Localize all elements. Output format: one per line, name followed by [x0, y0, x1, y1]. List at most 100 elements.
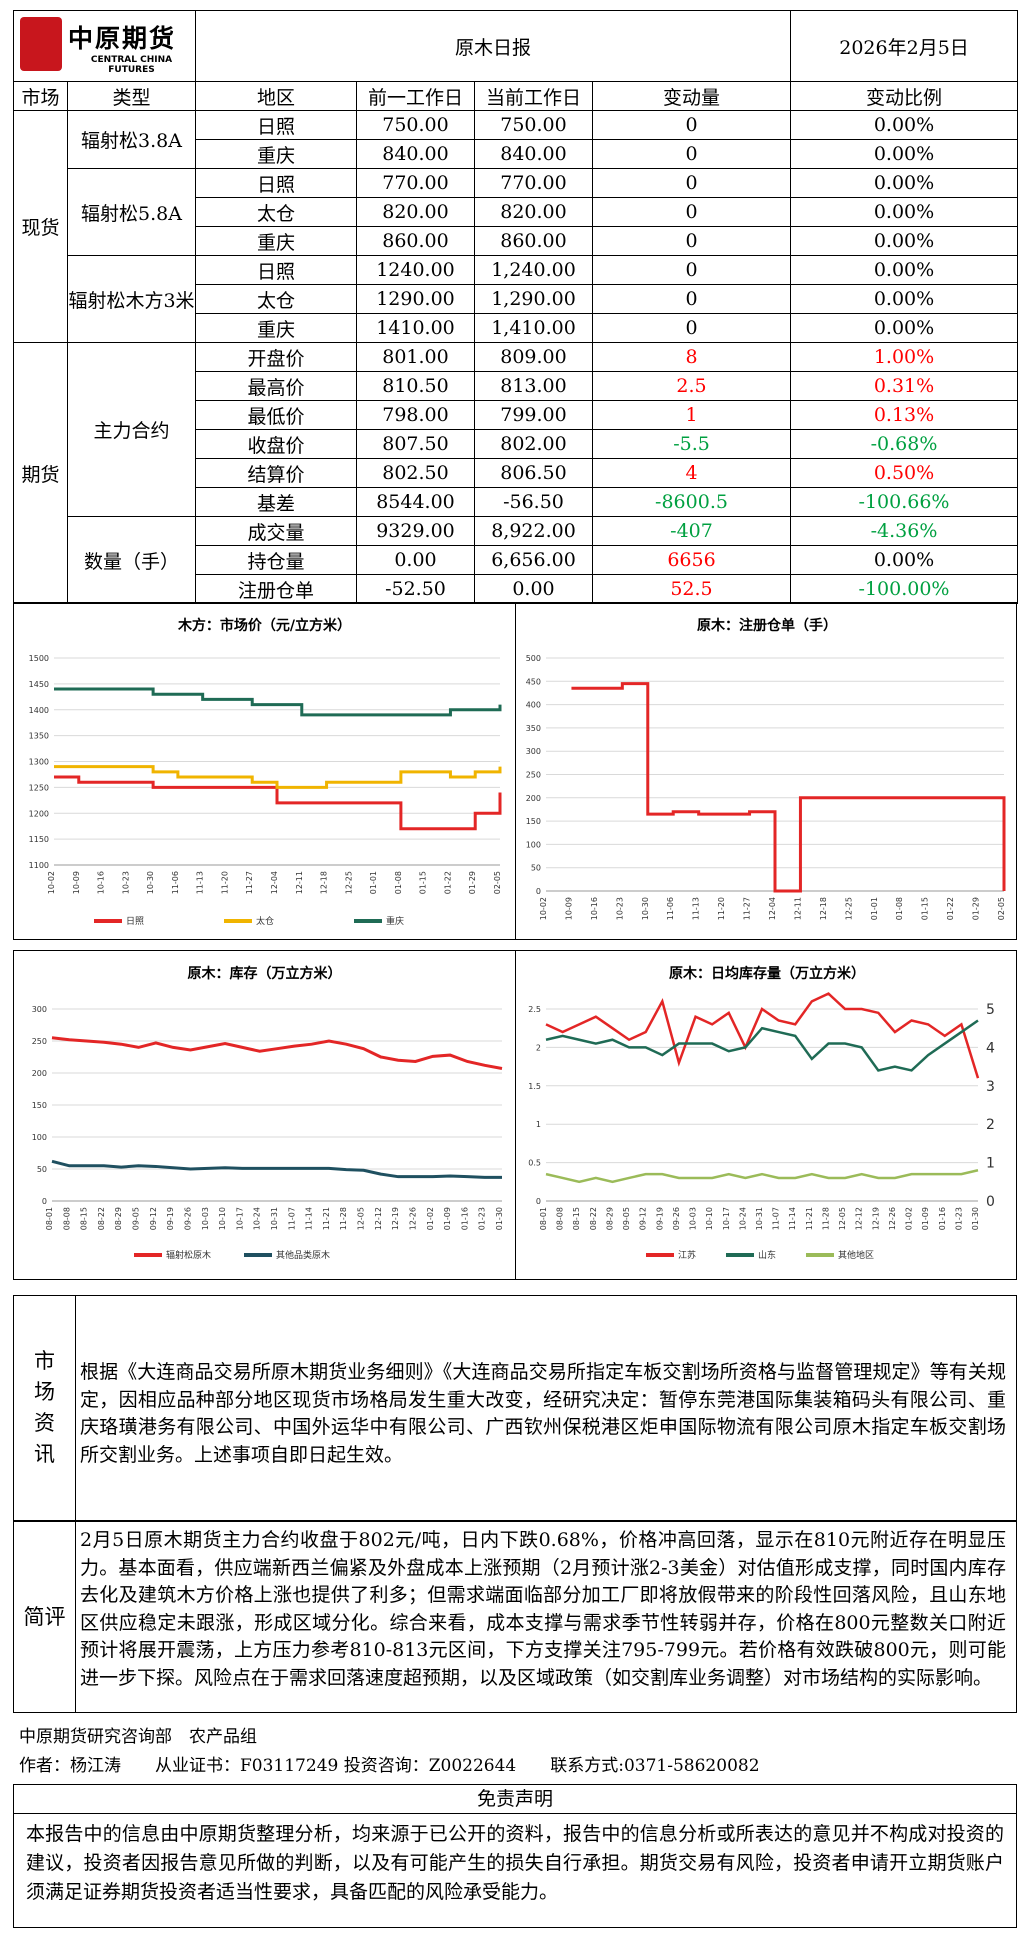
pct-cell: 0.00% [790, 168, 1019, 198]
x-tick-label: 09-05 [622, 1207, 631, 1230]
y-tick-label: 200 [526, 794, 541, 803]
x-tick-label: 02-05 [997, 897, 1006, 920]
prev-cell: 807.50 [356, 429, 475, 459]
legend-label: 江苏 [678, 1249, 696, 1261]
chg-cell: 52.5 [591, 574, 792, 604]
chg-cell: 0 [591, 139, 792, 169]
column-header: 类型 [67, 81, 196, 111]
prev-cell: 1290.00 [356, 284, 475, 314]
pct-cell: -0.68% [790, 429, 1019, 459]
type-cell: 数量（手） [67, 516, 196, 604]
chart-inventory: 原木：库存（万立方米） 0 50 100 150 200 250 300 08-01 08-08… [14, 951, 516, 1279]
region-cell: 最高价 [195, 371, 357, 401]
column-header: 变动量 [591, 81, 792, 111]
region-cell: 日照 [195, 110, 357, 140]
region-cell: 基差 [195, 487, 357, 517]
x-tick-label: 12-05 [357, 1207, 366, 1230]
y-tick-label: 50 [531, 864, 541, 873]
y2-tick-label: 5 [986, 1002, 995, 1018]
x-tick-label: 12-18 [819, 897, 828, 920]
y2-tick-label: 1 [986, 1156, 995, 1172]
table-row: 太仓 1290.00 1,290.00 0 0.00% [14, 284, 1019, 314]
series-line [54, 775, 502, 831]
curr-cell: 1,290.00 [474, 284, 593, 314]
y-tick-label: 50 [37, 1165, 47, 1174]
y-tick-label: 1250 [29, 783, 49, 792]
x-tick-label: 08-15 [572, 1207, 581, 1230]
region-cell: 重庆 [195, 313, 357, 343]
series-line [54, 687, 502, 717]
table-row: 辐射松5.8A 日照 770.00 770.00 0 0.00% [14, 168, 1019, 256]
chart-daily-svg: 0 0.5 1 1.5 2 2.5 0 1 2 3 4 5 08-01 08-08 08-15 08-22 08… [528, 992, 995, 1261]
x-tick-label: 01-15 [921, 897, 930, 920]
prev-cell: 840.00 [356, 139, 475, 169]
curr-cell: 806.50 [474, 458, 593, 488]
y2-tick-label: 4 [986, 1040, 995, 1056]
table-row: 辐射松木方3米 日照 1240.00 1,240.00 0 0.00% [14, 255, 1019, 343]
y-tick-label: 400 [526, 701, 541, 710]
table-row: 重庆 1410.00 1,410.00 0 0.00% [14, 313, 1019, 343]
y-tick-label: 150 [526, 817, 541, 826]
pct-cell: -4.36% [790, 516, 1019, 546]
y-tick-label: 350 [526, 724, 541, 733]
x-tick-label: 11-20 [717, 897, 726, 920]
pct-cell: 1.00% [790, 342, 1019, 372]
region-cell: 重庆 [195, 139, 357, 169]
region-cell: 日照 [195, 255, 357, 285]
x-tick-label: 10-10 [705, 1207, 714, 1230]
table-row: 结算价 802.50 806.50 4 0.50% [14, 458, 1019, 488]
x-tick-label: 11-06 [171, 871, 180, 894]
prev-cell: 0.00 [356, 545, 475, 575]
curr-cell: 750.00 [474, 110, 593, 140]
x-tick-label: 09-19 [166, 1207, 175, 1230]
region-cell: 太仓 [195, 284, 357, 314]
x-tick-label: 01-09 [921, 1207, 930, 1230]
type-cell: 辐射松5.8A [67, 168, 196, 256]
chg-cell: 0 [591, 110, 792, 140]
x-tick-label: 10-03 [689, 1207, 698, 1230]
pct-cell: 0.50% [790, 458, 1019, 488]
chg-cell: -8600.5 [591, 487, 792, 517]
y-tick-label: 200 [32, 1069, 47, 1078]
y-tick-label: 1150 [29, 835, 49, 844]
y-tick-label: 0 [42, 1197, 47, 1206]
legend-label: 重庆 [386, 915, 404, 927]
disclaimer-title: 免责声明 [13, 1784, 1017, 1814]
type-cell: 辐射松3.8A [67, 110, 196, 169]
x-tick-label: 10-31 [270, 1207, 279, 1230]
y-tick-label: 250 [32, 1037, 47, 1046]
prev-cell: 820.00 [356, 197, 475, 227]
x-tick-label: 01-29 [468, 871, 477, 894]
footer-dept: 中原期货研究咨询部 农产品组 [19, 1727, 257, 1747]
series-line [54, 765, 502, 789]
x-tick-label: 08-15 [80, 1207, 89, 1230]
pct-cell: 0.00% [790, 226, 1019, 256]
x-tick-label: 11-13 [196, 871, 205, 894]
x-tick-label: 10-24 [738, 1207, 747, 1230]
y-tick-label: 0 [536, 887, 541, 896]
curr-cell: 8,922.00 [474, 516, 593, 546]
x-tick-label: 11-28 [339, 1207, 348, 1230]
x-tick-label: 10-23 [615, 897, 624, 920]
x-tick-label: 08-01 [539, 1207, 548, 1230]
type-cell: 辐射松木方3米 [67, 255, 196, 343]
series-line [545, 992, 980, 1079]
y-tick-label: 1400 [29, 706, 49, 715]
footer-author: 作者：杨江涛 从业证书：F03117249 投资咨询：Z0022644 联系方式… [19, 1756, 760, 1776]
x-tick-label: 12-26 [888, 1207, 897, 1230]
x-tick-label: 01-01 [870, 897, 879, 920]
x-tick-label: 11-27 [743, 897, 752, 920]
chg-cell: 0 [591, 226, 792, 256]
x-tick-label: 08-29 [114, 1207, 123, 1230]
chg-cell: 0 [591, 168, 792, 198]
table-row: 数量（手） 成交量 9329.00 8,922.00 -407 -4.36% [14, 516, 1019, 604]
news-label: 市场资讯 [14, 1296, 76, 1520]
x-tick-label: 02-05 [493, 871, 502, 894]
curr-cell: 840.00 [474, 139, 593, 169]
y-tick-label: 1 [536, 1120, 541, 1129]
prev-cell: -52.50 [356, 574, 475, 604]
pct-cell: 0.00% [790, 545, 1019, 575]
x-tick-label: 11-21 [322, 1207, 331, 1230]
x-tick-label: 01-16 [460, 1207, 469, 1230]
chg-cell: 8 [591, 342, 792, 372]
